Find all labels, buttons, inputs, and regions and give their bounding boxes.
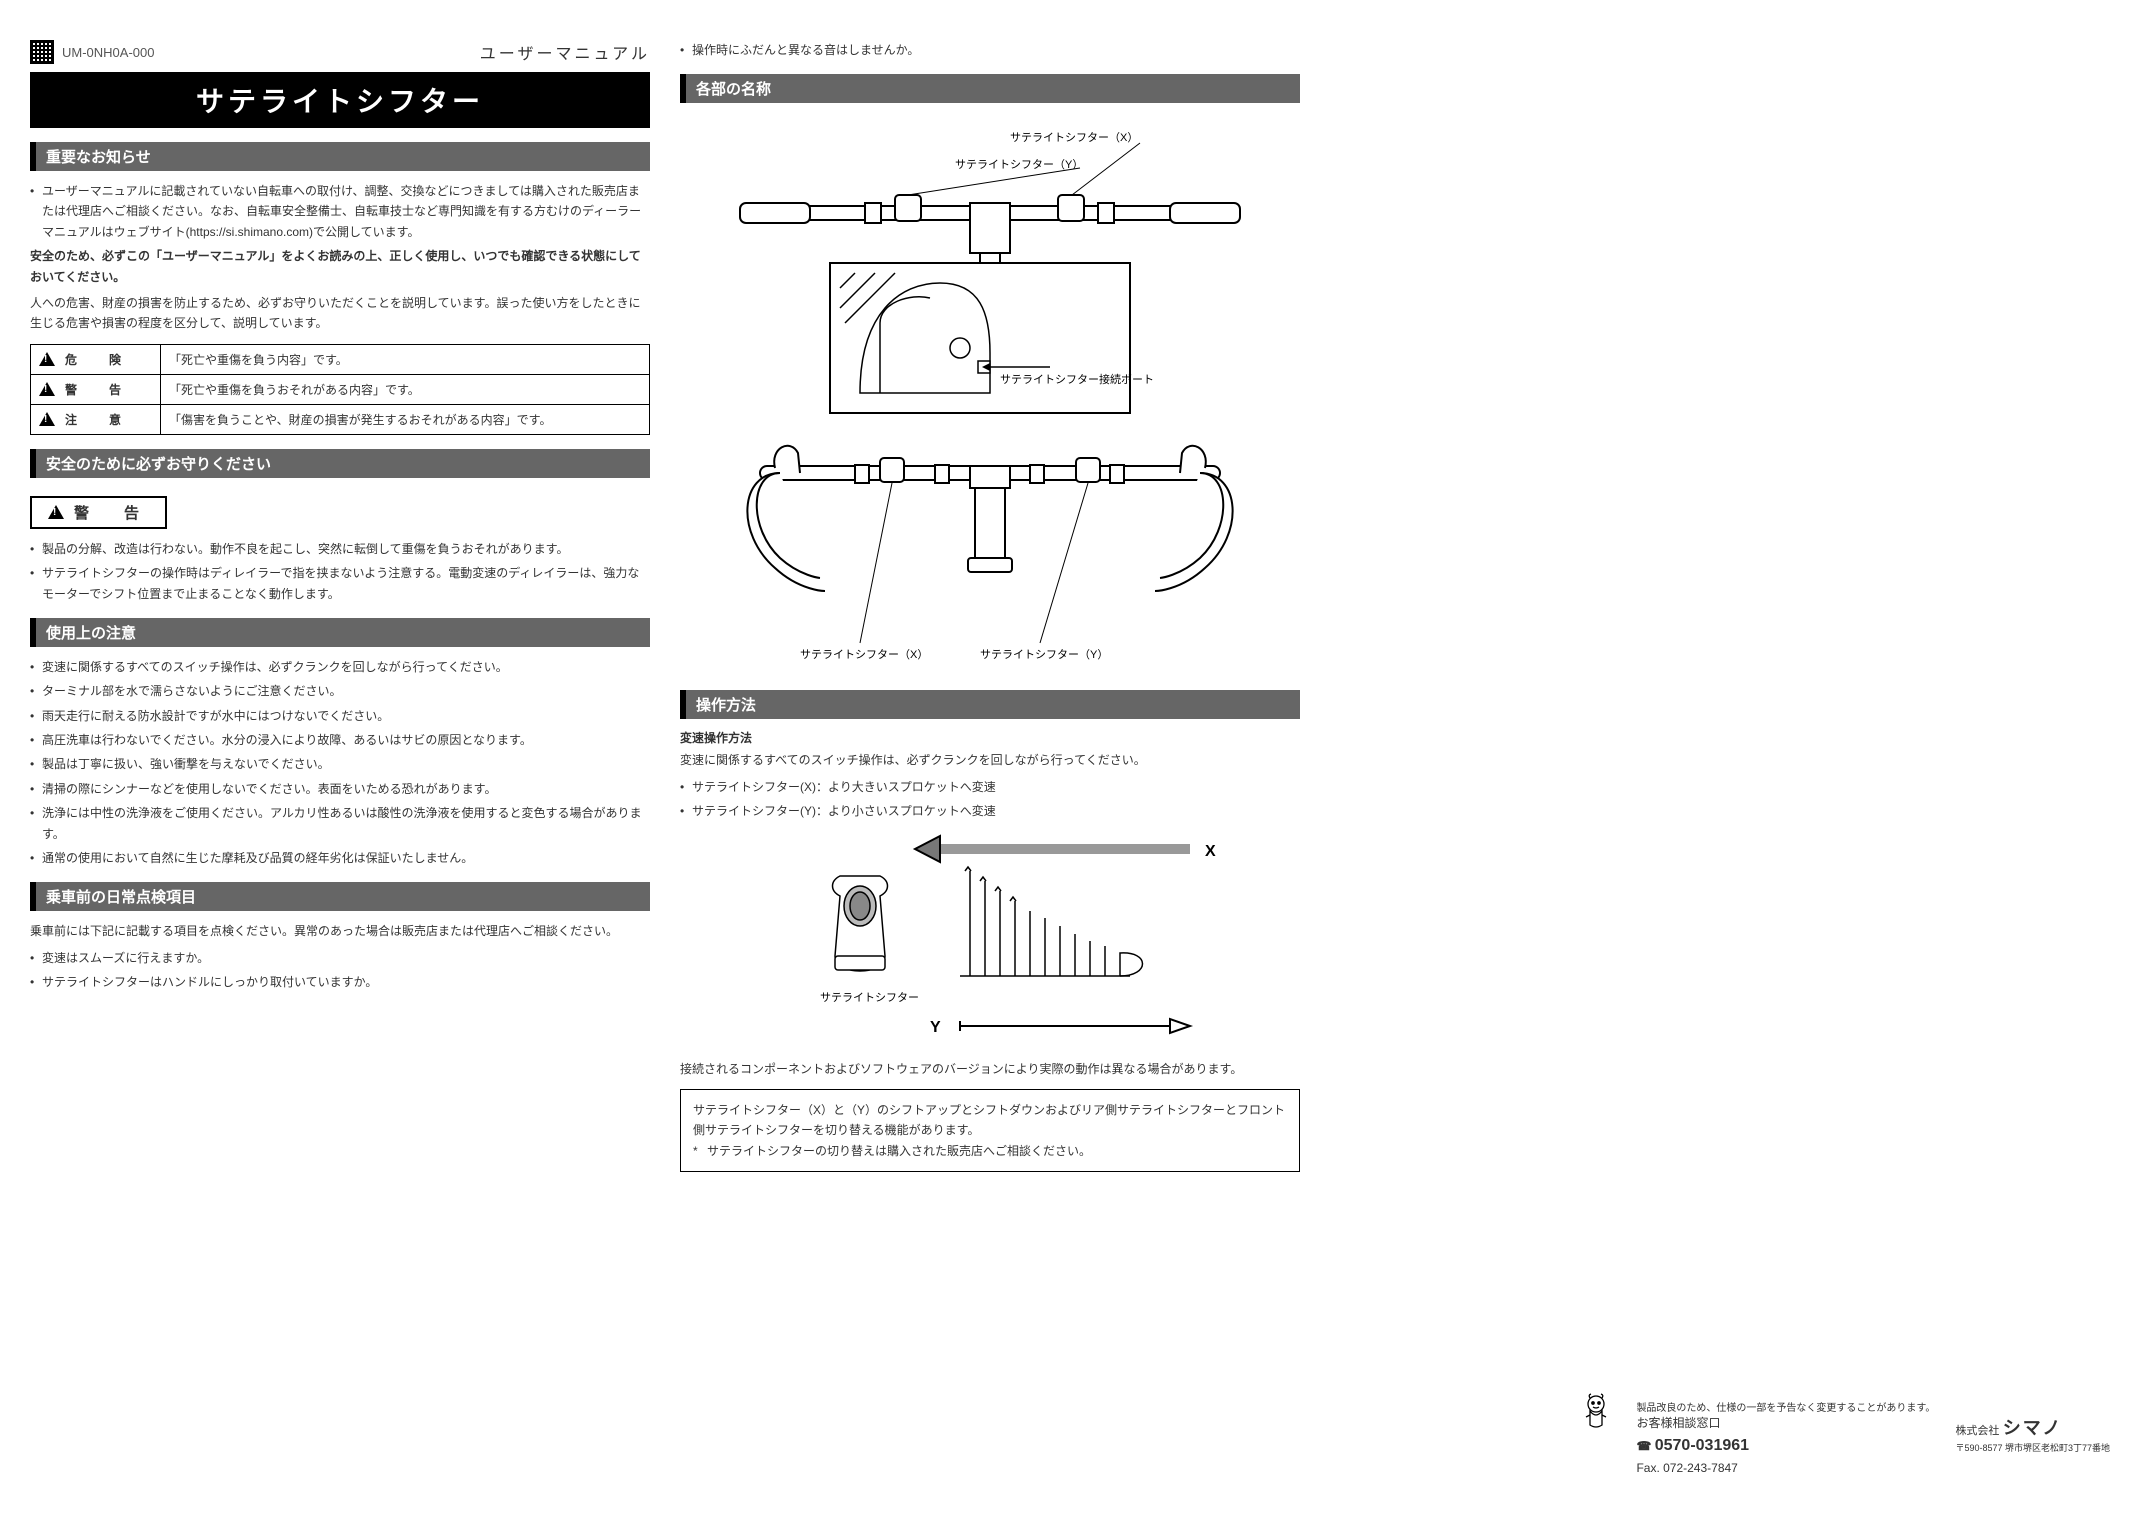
list-item: 変速に関係するすべてのスイッチ操作は、必ずクランクを回しながら行ってください。 (30, 657, 650, 677)
page-columns: UM-0NH0A-000 ユーザーマニュアル サテライトシフター 重要なお知らせ… (30, 40, 2120, 1172)
operation-subheading: 変速操作方法 (680, 729, 1300, 746)
company-name-line: 株式会社 シマノ (1955, 1415, 2110, 1442)
hazard-label-cell: 注 意 (31, 404, 161, 434)
right-top-bullet: 操作時にふだんと異なる音はしませんか。 (680, 40, 1300, 60)
label-port: サテライトシフター接続ポート (1000, 372, 1154, 386)
section-safety: 安全のために必ずお守りください (30, 449, 650, 478)
phone-number: 0570-031961 (1655, 1437, 1749, 1454)
contact-heading: お客様相談窓口 (1636, 1414, 1935, 1433)
hazard-desc: 「死亡や重傷を負う内容」です。 (161, 344, 650, 374)
hazard-desc: 「死亡や重傷を負うおそれがある内容」です。 (161, 374, 650, 404)
important-bold: 安全のため、必ずこの「ユーザーマニュアル」をよくお読みの上、正しく使用し、いつで… (30, 246, 650, 287)
table-row: 警 告 「死亡や重傷を負うおそれがある内容」です。 (31, 374, 650, 404)
label-shifter-y-top: サテライトシフター（Y） (955, 158, 1083, 171)
list-item: サテライトシフター(Y)：より小さいスプロケットへ変速 (680, 801, 1300, 821)
operation-bullets: サテライトシフター(X)：より大きいスプロケットへ変速 サテライトシフター(Y)… (680, 777, 1300, 822)
warning-bullets: 製品の分解、改造は行わない。動作不良を起こし、突然に転倒して重傷を負うおそれがあ… (30, 539, 650, 604)
footer: 製品改良のため、仕様の一部を予告なく変更することがあります。 お客様相談窓口 ☎… (1576, 1391, 2110, 1478)
mascot-icon (1576, 1391, 1616, 1431)
handlebar-diagram-icon: サテライトシフター（X） サテライトシフター（Y） (680, 113, 1300, 673)
fax-line: Fax. 072-243-7847 (1636, 1459, 1935, 1478)
list-item: 変速はスムーズに行えますか。 (30, 948, 650, 968)
list-item: 高圧洗車は行わないでください。水分の浸入により故障、あるいはサビの原因となります… (30, 730, 650, 750)
revision-note: 製品改良のため、仕様の一部を予告なく変更することがあります。 (1636, 1399, 1935, 1414)
hazard-label-cell: 警 告 (31, 374, 161, 404)
precheck-bullets: 変速はスムーズに行えますか。 サテライトシフターはハンドルにしっかり取付いていま… (30, 948, 650, 993)
table-row: 注 意 「傷害を負うことや、財産の損害が発生するおそれがある内容」です。 (31, 404, 650, 434)
phone-icon: ☎ (1636, 1439, 1654, 1453)
warning-triangle-icon (48, 505, 64, 519)
note-line1: サテライトシフター（X）と（Y）のシフトアップとシフトダウンおよびリア側サテライ… (693, 1100, 1287, 1141)
usage-bullets: 変速に関係するすべてのスイッチ操作は、必ずクランクを回しながら行ってください。 … (30, 657, 650, 869)
list-item: 雨天走行に耐える防水設計ですが水中にはつけないでください。 (30, 706, 650, 726)
table-row: 危 険 「死亡や重傷を負う内容」です。 (31, 344, 650, 374)
hazard-label: 警 告 (65, 383, 131, 397)
operation-footnote: 接続されるコンポーネントおよびソフトウェアのバージョンにより実際の動作は異なる場… (680, 1059, 1300, 1079)
note-line2: サテライトシフターの切り替えは購入された販売店へご相談ください。 (693, 1141, 1287, 1161)
manual-label: ユーザーマニュアル (480, 40, 650, 64)
warning-triangle-icon (39, 382, 55, 396)
label-y: Y (930, 1019, 941, 1036)
header-row: UM-0NH0A-000 ユーザーマニュアル (30, 40, 650, 64)
list-item: 製品は丁寧に扱い、強い衝撃を与えないでください。 (30, 754, 650, 774)
list-item: 清掃の際にシンナーなどを使用しないでください。表面をいためる恐れがあります。 (30, 779, 650, 799)
warning-triangle-icon (39, 412, 55, 426)
shift-direction-diagram-icon: X サテライトシフター (680, 826, 1300, 1056)
list-item: ユーザーマニュアルに記載されていない自転車への取付け、調整、交換などにつきまして… (30, 181, 650, 242)
right-column: 操作時にふだんと異なる音はしませんか。 各部の名称 (680, 40, 1300, 1172)
list-item: サテライトシフターの操作時はディレイラーで指を挟まないよう注意する。電動変速のデ… (30, 563, 650, 604)
section-parts: 各部の名称 (680, 74, 1300, 103)
warning-triangle-icon (39, 352, 55, 366)
section-usage: 使用上の注意 (30, 618, 650, 647)
footer-left: 製品改良のため、仕様の一部を予告なく変更することがあります。 お客様相談窓口 ☎… (1636, 1391, 1935, 1478)
operation-intro: 変速に関係するすべてのスイッチ操作は、必ずクランクを回しながら行ってください。 (680, 750, 1300, 770)
company-prefix: 株式会社 (1955, 1425, 1999, 1437)
hazard-label: 注 意 (65, 413, 131, 427)
company-name: シマノ (2003, 1418, 2062, 1438)
list-item: サテライトシフター(X)：より大きいスプロケットへ変速 (680, 777, 1300, 797)
hazard-table: 危 険 「死亡や重傷を負う内容」です。 警 告 「死亡や重傷を負うおそれがある内… (30, 344, 650, 435)
list-item: 洗浄には中性の洗浄液をご使用ください。アルカリ性あるいは酸性の洗浄液を使用すると… (30, 803, 650, 844)
hazard-label: 危 険 (65, 353, 131, 367)
note-box: サテライトシフター（X）と（Y）のシフトアップとシフトダウンおよびリア側サテライ… (680, 1089, 1300, 1172)
label-shifter-y-bottom: サテライトシフター（Y） (980, 648, 1108, 661)
company-block: 株式会社 シマノ 〒590-8577 堺市堺区老松町3丁77番地 (1955, 1415, 2110, 1456)
list-item: サテライトシフターはハンドルにしっかり取付いていますか。 (30, 972, 650, 992)
label-shifter-x-bottom: サテライトシフター（X） (800, 648, 928, 661)
document-id: UM-0NH0A-000 (62, 45, 154, 60)
list-item: 製品の分解、改造は行わない。動作不良を起こし、突然に転倒して重傷を負うおそれがあ… (30, 539, 650, 559)
parts-diagram: サテライトシフター（X） サテライトシフター（Y） (680, 113, 1300, 676)
label-x: X (1205, 843, 1216, 860)
warning-box: 警 告 (30, 496, 167, 529)
important-p3: 人への危害、財産の損害を防止するため、必ずお守りいただくことを説明しています。誤… (30, 293, 650, 334)
list-item: ターミナル部を水で濡らさないようにご注意ください。 (30, 681, 650, 701)
qr-code-icon (30, 40, 54, 64)
phone-line: ☎ 0570-031961 (1636, 1433, 1935, 1459)
operation-diagram: X サテライトシフター (680, 826, 1300, 1059)
precheck-text: 乗車前には下記に記載する項目を点検ください。異常のあった場合は販売店または代理店… (30, 921, 650, 941)
left-column: UM-0NH0A-000 ユーザーマニュアル サテライトシフター 重要なお知らせ… (30, 40, 650, 1172)
label-shifter-x-top: サテライトシフター（X） (1010, 131, 1138, 144)
section-important: 重要なお知らせ (30, 142, 650, 171)
page-title: サテライトシフター (30, 72, 650, 128)
company-address: 〒590-8577 堺市堺区老松町3丁77番地 (1955, 1442, 2110, 1456)
contact-block: お客様相談窓口 ☎ 0570-031961 Fax. 072-243-7847 (1636, 1414, 1935, 1478)
section-operation: 操作方法 (680, 690, 1300, 719)
warning-box-label: 警 告 (74, 502, 149, 523)
list-item: 通常の使用において自然に生じた摩耗及び品質の経年劣化は保証いたしません。 (30, 848, 650, 868)
label-shifter: サテライトシフター (820, 991, 919, 1004)
section-precheck: 乗車前の日常点検項目 (30, 882, 650, 911)
important-bullet-list: ユーザーマニュアルに記載されていない自転車への取付け、調整、交換などにつきまして… (30, 181, 650, 242)
hazard-label-cell: 危 険 (31, 344, 161, 374)
list-item: 操作時にふだんと異なる音はしませんか。 (680, 40, 1300, 60)
hazard-desc: 「傷害を負うことや、財産の損害が発生するおそれがある内容」です。 (161, 404, 650, 434)
